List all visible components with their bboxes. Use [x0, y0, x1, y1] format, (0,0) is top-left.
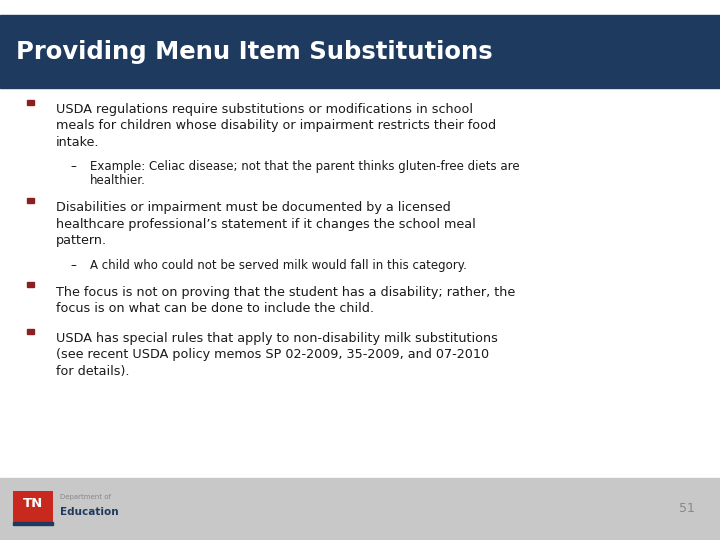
Text: –: –: [71, 160, 76, 173]
Text: healthcare professional’s statement if it changes the school meal: healthcare professional’s statement if i…: [56, 218, 476, 231]
Text: USDA regulations require substitutions or modifications in school: USDA regulations require substitutions o…: [56, 103, 473, 116]
Bar: [0, 15, 720, 88]
Text: TN: TN: [22, 497, 43, 510]
Bar: [13, 490, 53, 522]
Bar: [0, 0, 720, 15]
Text: Providing Menu Item Substitutions: Providing Menu Item Substitutions: [16, 39, 492, 64]
Text: intake.: intake.: [56, 136, 99, 148]
Bar: [27, 282, 34, 287]
Bar: [27, 329, 34, 334]
Text: Education: Education: [60, 507, 118, 517]
Text: for details).: for details).: [56, 364, 130, 377]
Text: –: –: [71, 259, 76, 272]
Text: focus is on what can be done to include the child.: focus is on what can be done to include …: [56, 302, 374, 315]
Text: Department of: Department of: [60, 494, 111, 500]
Text: USDA has special rules that apply to non-disability milk substitutions: USDA has special rules that apply to non…: [56, 332, 498, 345]
Bar: [27, 198, 34, 203]
Text: Disabilities or impairment must be documented by a licensed: Disabilities or impairment must be docum…: [56, 201, 451, 214]
Bar: [13, 523, 53, 525]
Text: 51: 51: [679, 502, 695, 516]
Text: The focus is not on proving that the student has a disability; rather, the: The focus is not on proving that the stu…: [56, 286, 516, 299]
Text: Example: Celiac disease; not that the parent thinks gluten-free diets are: Example: Celiac disease; not that the pa…: [90, 160, 520, 173]
Bar: [27, 100, 34, 105]
Text: (see recent USDA policy memos SP 02-2009, 35-2009, and 07-2010: (see recent USDA policy memos SP 02-2009…: [56, 348, 490, 361]
Text: meals for children whose disability or impairment restricts their food: meals for children whose disability or i…: [56, 119, 496, 132]
Bar: [0, 478, 720, 540]
Text: healthier.: healthier.: [90, 174, 146, 187]
Text: A child who could not be served milk would fall in this category.: A child who could not be served milk wou…: [90, 259, 467, 272]
Text: pattern.: pattern.: [56, 234, 107, 247]
